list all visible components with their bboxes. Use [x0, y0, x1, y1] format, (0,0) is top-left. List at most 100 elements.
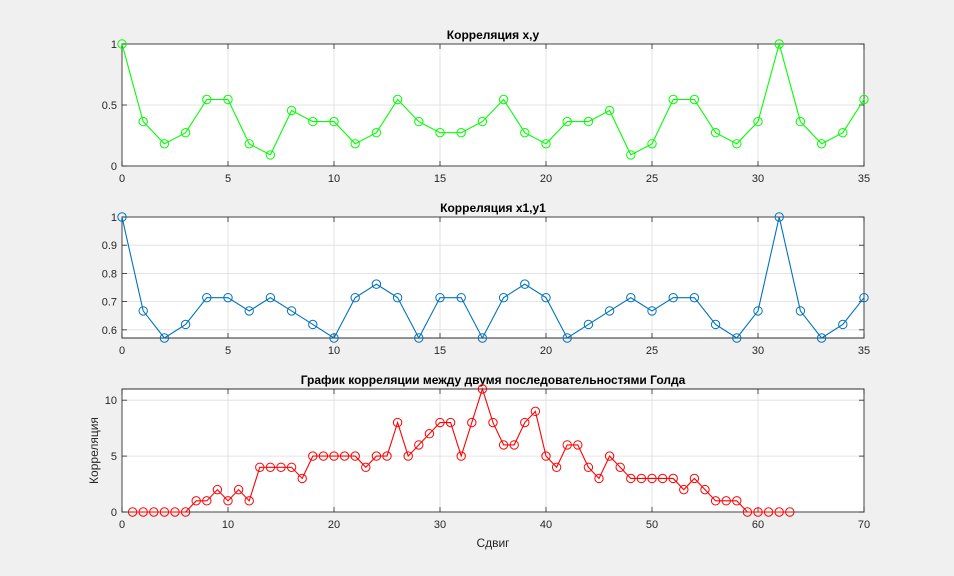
data-point-marker [477, 384, 488, 394]
data-point-marker [339, 451, 350, 461]
data-point-marker [477, 333, 488, 343]
y-tick-label: 0.8 [102, 268, 117, 280]
x-tick-label: 20 [540, 345, 552, 357]
subplot-gold-correlation: 0 10 20 30 40 50 60 70 0 5 10 График корреляции меж… [87, 373, 870, 550]
data-point-marker [562, 333, 572, 343]
data-point-marker [774, 212, 784, 222]
x-tick-label: 10 [328, 173, 340, 185]
x-tick-label: 25 [646, 173, 658, 185]
data-point-marker [816, 139, 827, 149]
data-point-marker [414, 116, 424, 127]
data-point-marker [689, 94, 700, 105]
data-point-marker [668, 94, 678, 105]
x-tick-label: 35 [858, 173, 870, 185]
data-point-marker [785, 507, 795, 517]
data-point-marker [117, 212, 127, 222]
data-point-marker [456, 292, 466, 303]
data-point-marker [392, 417, 403, 428]
data-point-marker [361, 462, 371, 472]
data-point-marker [520, 279, 530, 289]
data-point-marker [244, 306, 254, 316]
data-point-marker [753, 116, 763, 127]
data-point-marker [244, 496, 254, 506]
y-tick-label: 1 [111, 39, 117, 51]
x-tick-label: 20 [328, 519, 340, 531]
y-tick-label: 1 [111, 212, 117, 224]
data-point-marker [286, 105, 297, 116]
data-point-marker [424, 429, 435, 439]
x-tick-label: 60 [752, 519, 764, 531]
data-point-marker [742, 507, 753, 517]
data-point-marker [710, 496, 721, 506]
data-point-marker [477, 116, 488, 127]
data-point-marker [382, 451, 392, 461]
subplot-xy-correlation: 0 5 10 15 20 25 30 35 0 0.5 1 Корреляция x,y [102, 28, 870, 185]
y-tick-label: 0.7 [102, 297, 117, 309]
x-tick-label: 40 [540, 519, 552, 531]
x-tick-label: 15 [434, 173, 446, 185]
chart-title: Корреляция x,y [447, 28, 540, 42]
data-point-marker [721, 496, 731, 506]
x-tick-label: 30 [752, 345, 764, 357]
data-point-marker [774, 39, 784, 49]
y-tick-label: 0.6 [102, 325, 117, 337]
data-point-marker [509, 440, 519, 450]
data-point-marker [710, 127, 721, 138]
data-point-marker [308, 116, 318, 127]
data-point-marker [583, 116, 594, 127]
data-point-marker [329, 333, 339, 343]
data-point-marker [562, 116, 572, 127]
x-tick-label: 0 [119, 173, 125, 185]
data-point-marker [562, 440, 572, 450]
data-point-marker [859, 292, 869, 303]
data-point-marker [498, 292, 509, 303]
data-point-marker [350, 292, 360, 303]
x-tick-label: 0 [119, 519, 125, 531]
x-tick-label: 20 [540, 173, 552, 185]
data-point-marker [265, 462, 276, 472]
series-line [121, 41, 865, 156]
data-point-marker [657, 473, 668, 484]
data-point-marker [276, 462, 286, 472]
data-point-marker [308, 451, 318, 461]
data-point-marker [774, 507, 784, 517]
data-point-marker [159, 507, 170, 517]
data-point-marker [604, 105, 615, 116]
data-point-marker [541, 451, 551, 461]
data-point-marker [202, 496, 212, 506]
data-point-marker [604, 451, 615, 461]
data-point-marker [180, 127, 191, 138]
data-point-marker [127, 507, 138, 517]
data-point-marker [838, 319, 848, 330]
data-point-marker [117, 39, 127, 49]
data-point-marker [520, 127, 530, 138]
y-tick-label: 0 [111, 161, 117, 173]
data-point-marker [594, 473, 604, 484]
data-point-marker [435, 127, 445, 138]
data-point-marker [244, 139, 254, 149]
data-point-marker [371, 127, 382, 138]
data-point-marker [435, 417, 445, 428]
data-point-marker [414, 440, 424, 450]
x-tick-label: 10 [222, 519, 234, 531]
data-point-marker [265, 292, 276, 303]
data-point-marker [350, 139, 360, 149]
data-point-marker [138, 306, 148, 316]
data-point-marker [403, 451, 413, 461]
data-point-marker [159, 333, 170, 343]
y-tick-label: 5 [111, 451, 117, 463]
x-tick-label: 5 [225, 173, 231, 185]
data-point-marker [445, 417, 456, 428]
x-tick-label: 5 [225, 345, 231, 357]
data-point-marker [604, 306, 615, 316]
data-point-marker [138, 507, 148, 517]
data-point-marker [329, 116, 339, 127]
x-tick-label: 25 [646, 345, 658, 357]
y-axis-label: Корреляция [87, 417, 101, 484]
data-point-marker [180, 319, 191, 330]
data-point-marker [138, 116, 148, 127]
data-point-marker [689, 292, 700, 303]
x-tick-label: 35 [858, 345, 870, 357]
data-point-marker [732, 139, 742, 149]
